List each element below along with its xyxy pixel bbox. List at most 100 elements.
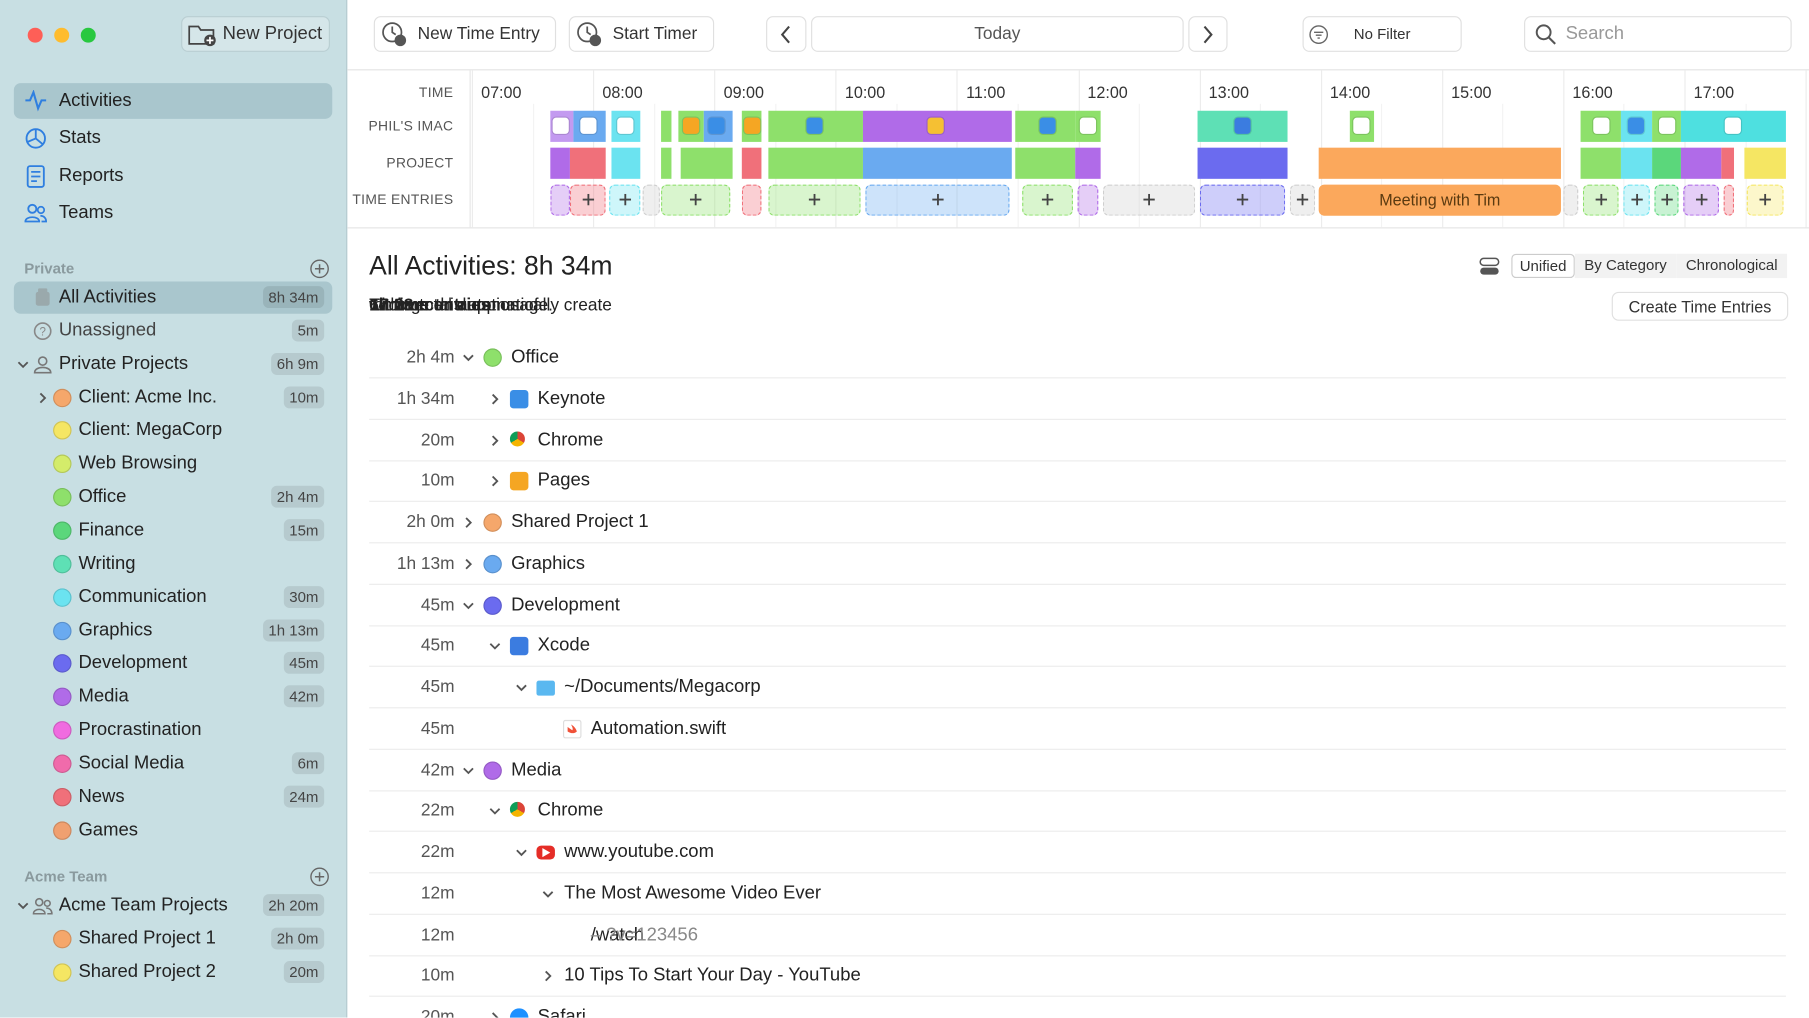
project-block xyxy=(741,147,762,179)
duration-pill: 15m xyxy=(283,519,325,542)
sidebar-item[interactable]: Shared Project 2 xyxy=(78,961,216,982)
chevron-down[interactable] xyxy=(541,887,555,901)
sidebar-item[interactable]: Procrastination xyxy=(78,719,202,740)
chevron-right[interactable] xyxy=(1201,25,1215,44)
chevron-right[interactable] xyxy=(461,557,475,571)
time-entry-placeholder[interactable] xyxy=(1723,184,1735,216)
next-button[interactable] xyxy=(1188,16,1228,52)
sidebar-item[interactable]: Writing xyxy=(78,553,136,574)
sidebar-item[interactable]: Unassigned xyxy=(58,320,157,341)
new-time-entry-button[interactable]: New Time Entry xyxy=(373,16,557,52)
add-entry-icon[interactable] xyxy=(582,193,594,206)
time-entry-placeholder[interactable] xyxy=(741,184,762,216)
time-entry-placeholder[interactable] xyxy=(1654,184,1679,216)
add-entry-icon[interactable] xyxy=(808,193,821,206)
add-entry-icon[interactable] xyxy=(1630,193,1643,206)
sidebar-item[interactable]: News xyxy=(78,786,125,807)
chevron-right[interactable] xyxy=(541,969,555,983)
time-entry-placeholder[interactable] xyxy=(642,184,660,216)
chevron-right[interactable] xyxy=(488,433,502,447)
close-button[interactable] xyxy=(27,27,43,43)
time-entry[interactable]: Meeting with Tim xyxy=(1318,184,1561,216)
add-entry-icon[interactable] xyxy=(1759,193,1771,206)
sidebar-item[interactable]: Private Projects xyxy=(58,353,189,374)
chevron-down[interactable] xyxy=(461,598,475,612)
nav-icon xyxy=(25,128,46,149)
chevron-right[interactable] xyxy=(461,516,475,530)
chevron-down[interactable] xyxy=(488,804,502,818)
time-entry-placeholder[interactable] xyxy=(1077,184,1099,216)
page-title: All Activities: 8h 34m xyxy=(369,250,613,281)
nav-icon xyxy=(25,89,47,112)
new-project-button[interactable]: New Project xyxy=(181,16,330,52)
chevron-down[interactable] xyxy=(515,846,529,860)
time-entry-placeholder[interactable] xyxy=(1683,184,1720,216)
sidebar-item[interactable]: Client: MegaCorp xyxy=(78,420,223,441)
add-entry-icon[interactable] xyxy=(1660,193,1673,206)
project-dot xyxy=(53,587,72,607)
chevron-down[interactable] xyxy=(515,681,529,695)
filter-button[interactable]: No Filter xyxy=(1302,16,1462,52)
chevron-down[interactable] xyxy=(488,639,502,653)
chevron-right[interactable] xyxy=(36,391,50,405)
add-entry-icon[interactable] xyxy=(1695,193,1707,206)
nav-item[interactable]: Reports xyxy=(58,165,124,186)
sidebar-item[interactable]: Acme Team Projects xyxy=(58,895,228,915)
nav-item[interactable]: Activities xyxy=(58,91,132,111)
add-entry-icon[interactable] xyxy=(618,193,631,206)
sidebar-item[interactable]: Web Browsing xyxy=(78,453,198,474)
time-entry-placeholder[interactable] xyxy=(1563,184,1579,216)
time-entry-placeholder[interactable] xyxy=(550,184,570,216)
add-entry-icon[interactable] xyxy=(1143,193,1155,206)
activity-detail: – ?v=123456 xyxy=(590,924,698,945)
add-entry-icon[interactable] xyxy=(1041,193,1054,206)
prev-button[interactable] xyxy=(766,16,807,52)
sidebar-item[interactable]: Games xyxy=(78,819,138,840)
timeline-row-label: PHIL'S IMAC xyxy=(368,117,454,134)
add-entry-icon[interactable] xyxy=(1594,193,1607,206)
date-button[interactable]: Today xyxy=(811,16,1184,52)
chevron-right[interactable] xyxy=(488,392,502,406)
chevron-down[interactable] xyxy=(461,763,475,777)
start-timer-button[interactable]: Start Timer xyxy=(568,16,715,52)
add-entry-icon[interactable] xyxy=(931,193,944,206)
time-entry-placeholder[interactable] xyxy=(865,184,1010,216)
add-entry-icon[interactable] xyxy=(1236,193,1249,206)
chevron-down[interactable] xyxy=(16,899,30,913)
project-dot xyxy=(53,554,72,574)
duration-pill: 30m xyxy=(283,585,325,608)
sidebar-item[interactable]: Office xyxy=(78,486,127,507)
add-entry-icon[interactable] xyxy=(1296,193,1309,206)
timeline-row-label: PROJECT xyxy=(386,154,454,171)
sidebar-item[interactable]: All Activities xyxy=(58,287,157,307)
button-label: New Time Entry xyxy=(417,24,540,44)
search-field[interactable]: Search xyxy=(1524,16,1792,52)
time-entry-placeholder[interactable] xyxy=(1623,184,1650,216)
suggestion-part: 17 time entries xyxy=(369,295,491,315)
chevron-right[interactable] xyxy=(488,474,502,488)
nav-item[interactable]: Stats xyxy=(58,128,101,149)
view-option[interactable]: By Category xyxy=(1574,253,1677,279)
sidebar-item[interactable]: Client: Acme Inc. xyxy=(78,387,217,407)
chevron-down[interactable] xyxy=(461,351,475,365)
sidebar-item[interactable]: Shared Project 1 xyxy=(78,928,216,949)
sidebar-item[interactable]: Media xyxy=(78,686,129,707)
minimize-button[interactable] xyxy=(54,27,70,43)
add-entry-icon[interactable] xyxy=(689,193,702,206)
sidebar-item[interactable]: Finance xyxy=(78,520,145,540)
sidebar-item[interactable]: Social Media xyxy=(78,753,185,773)
create-entries-button[interactable]: Create Time Entries xyxy=(1611,291,1789,321)
project-block xyxy=(680,147,733,179)
add-button[interactable] xyxy=(309,866,330,887)
chevron-left[interactable] xyxy=(779,25,793,44)
view-option[interactable]: Chronological xyxy=(1676,253,1788,279)
sidebar-item[interactable]: Development xyxy=(78,653,188,674)
zoom-button[interactable] xyxy=(80,27,96,43)
sidebar-item[interactable]: Graphics xyxy=(78,620,153,640)
add-button[interactable] xyxy=(309,258,330,279)
chevron-down[interactable] xyxy=(16,357,30,371)
sidebar-item[interactable]: Communication xyxy=(78,586,207,607)
activity-name: Pages xyxy=(537,470,590,491)
nav-item[interactable]: Teams xyxy=(58,202,114,223)
view-option[interactable]: Unified xyxy=(1511,253,1575,279)
